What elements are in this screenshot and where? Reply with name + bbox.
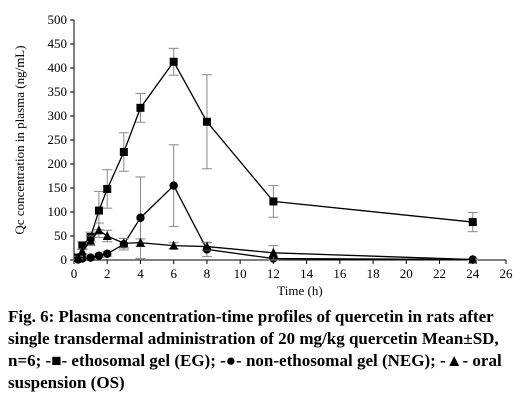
x-tick-label: 22 xyxy=(433,266,446,281)
y-tick-label: 100 xyxy=(48,204,68,219)
y-axis-title: Qc concentration in plasma (ng/mL) xyxy=(12,45,27,234)
y-tick-label: 300 xyxy=(48,108,68,123)
neg-point xyxy=(169,181,178,190)
x-tick-label: 24 xyxy=(466,266,480,281)
neg-point xyxy=(103,249,112,258)
pk-line-chart: 0 2 4 6 8 10 12 14 16 18 20 22 24 2605010015020025030… xyxy=(12,12,514,298)
y-tick-label: 50 xyxy=(54,228,67,243)
os-point xyxy=(94,225,104,235)
y-tick-label: 0 xyxy=(61,252,68,267)
x-tick-label: 8 xyxy=(204,266,211,281)
os-point xyxy=(102,231,112,240)
y-tick-label: 250 xyxy=(48,132,68,147)
x-tick-label: 10 xyxy=(234,266,247,281)
os-point xyxy=(77,246,87,256)
x-tick-label: 12 xyxy=(267,266,280,281)
neg-point xyxy=(86,253,95,262)
y-tick-label: 450 xyxy=(48,36,68,51)
eg-point xyxy=(136,103,145,112)
os-point xyxy=(135,237,145,247)
x-tick-label: 26 xyxy=(500,266,514,281)
x-tick-label: 20 xyxy=(400,266,413,281)
x-axis-title: Time (h) xyxy=(277,283,322,298)
eg-point xyxy=(468,218,477,227)
os-point xyxy=(73,252,83,262)
eg-point xyxy=(202,117,211,126)
neg-point xyxy=(94,251,104,260)
x-tick-label: 0 xyxy=(71,266,78,281)
eg-series-line xyxy=(77,60,473,258)
y-tick-label: 400 xyxy=(48,60,68,75)
figure-caption: Fig. 6: Plasma concentration-time profil… xyxy=(8,307,502,392)
x-tick-label: 14 xyxy=(300,266,314,281)
x-tick-label: 6 xyxy=(170,266,177,281)
neg-point xyxy=(136,213,145,222)
y-tick-label: 500 xyxy=(48,12,68,27)
x-tick-label: 4 xyxy=(137,266,144,281)
y-tick-label: 200 xyxy=(48,156,68,171)
y-tick-label: 150 xyxy=(48,180,68,195)
x-tick-label: 2 xyxy=(104,266,111,281)
eg-point xyxy=(269,197,278,206)
y-tick-label: 350 xyxy=(48,84,68,99)
x-tick-label: 16 xyxy=(333,266,347,281)
neg-series-line xyxy=(78,184,473,261)
eg-point xyxy=(94,206,103,215)
os-point xyxy=(119,238,129,248)
x-tick-label: 18 xyxy=(367,266,380,281)
os-point xyxy=(86,235,96,245)
eg-point xyxy=(78,241,87,250)
os-point xyxy=(202,241,212,251)
os-point xyxy=(169,240,179,250)
eg-point xyxy=(119,148,128,156)
os-point xyxy=(268,247,278,257)
os-point xyxy=(468,254,478,264)
eg-point xyxy=(169,57,178,66)
eg-point xyxy=(103,184,112,193)
